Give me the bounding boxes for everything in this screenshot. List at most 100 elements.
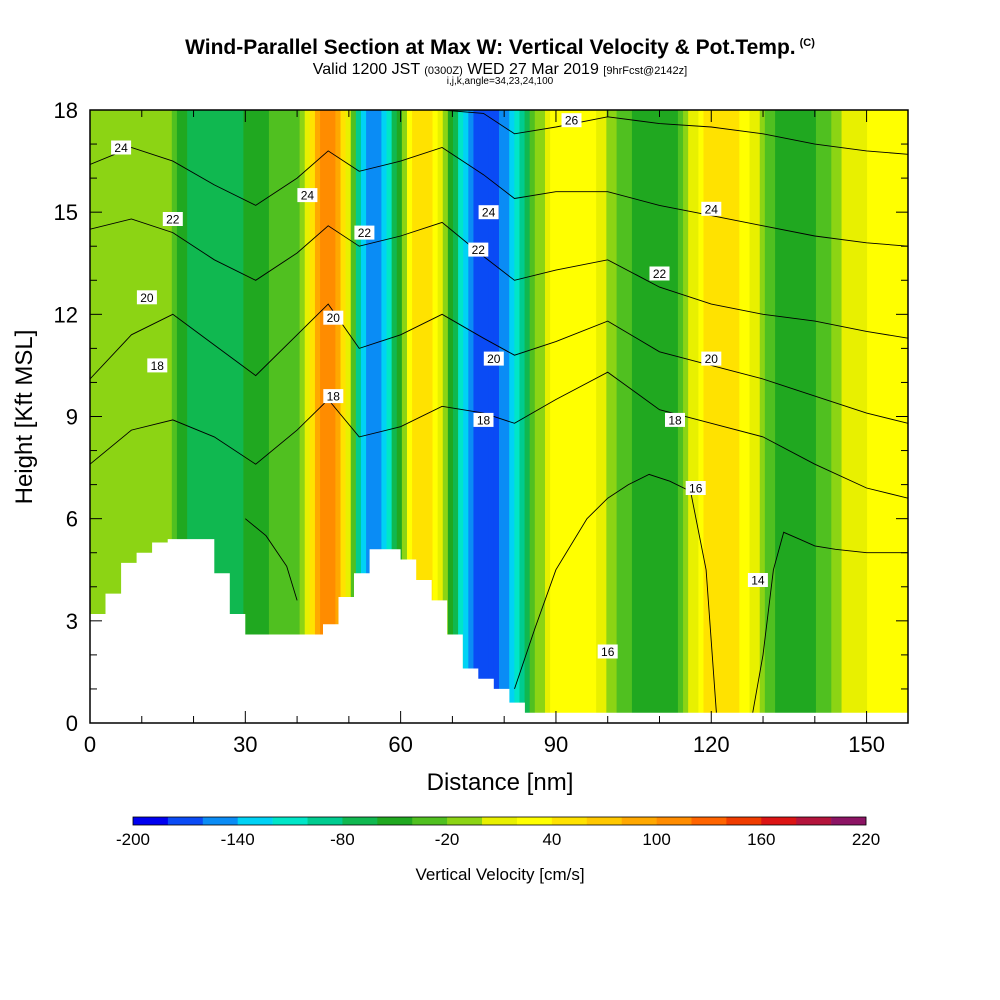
velocity-cell <box>596 110 603 723</box>
velocity-cell <box>228 110 234 723</box>
contour-label: 22 <box>468 242 489 257</box>
contour-label-text: 20 <box>705 352 719 366</box>
contour-label: 18 <box>147 358 168 373</box>
contour-label-text: 22 <box>166 213 180 227</box>
velocity-cell <box>637 110 643 723</box>
contour-label-bg <box>354 225 375 240</box>
x-tick-label: 150 <box>848 732 885 757</box>
contour-labels: 24 22 20 18 24 22 20 18 26 24 22 20 18 24 22 20 18 16 14 16 <box>111 113 768 659</box>
contour-label-bg <box>747 573 768 587</box>
velocity-cell <box>146 110 153 723</box>
velocity-cell <box>176 110 183 723</box>
subtitle-forecast: [9hrFcst@2142z] <box>603 65 688 77</box>
y-tick-label: 15 <box>54 200 78 225</box>
velocity-cell <box>391 110 398 723</box>
velocity-cell <box>289 110 296 723</box>
velocity-cell <box>294 110 301 723</box>
colorbar-tick-label: -200 <box>116 830 150 849</box>
colorbar-swatch <box>133 817 169 825</box>
velocity-cell <box>422 110 429 723</box>
velocity-cell <box>509 110 516 723</box>
velocity-cell <box>463 110 470 723</box>
velocity-cell <box>284 110 291 723</box>
colorbar-swatch <box>272 817 308 825</box>
velocity-cell <box>299 110 306 723</box>
colorbar-swatch <box>342 817 378 825</box>
velocity-cell <box>161 110 168 723</box>
contour-label: 24 <box>111 140 132 155</box>
contour-label-text: 22 <box>653 267 667 281</box>
velocity-cell <box>795 110 802 723</box>
contour-label-bg <box>478 205 499 220</box>
velocity-cell <box>401 110 408 723</box>
colorbar-tick-label: -20 <box>435 830 460 849</box>
velocity-cell <box>182 110 188 723</box>
velocity-cell <box>631 110 638 723</box>
contour-label: 18 <box>473 412 494 427</box>
velocity-cell <box>268 110 275 723</box>
colorbar-swatch <box>167 817 204 825</box>
velocity-cell <box>642 110 649 723</box>
velocity-cell <box>417 110 424 723</box>
subtitle-utc: (0300Z) <box>424 65 463 77</box>
contour-label-text: 18 <box>151 359 165 373</box>
contour-label: 20 <box>136 290 157 305</box>
contour-label-bg <box>701 351 722 366</box>
contour-label: 14 <box>747 573 768 588</box>
velocity-field <box>90 110 908 723</box>
colorbar-swatch <box>586 817 622 825</box>
velocity-cell <box>780 110 787 723</box>
velocity-cell <box>202 110 209 723</box>
velocity-cell <box>534 110 541 723</box>
velocity-cell <box>274 110 280 723</box>
subtitle-valid: Valid 1200 JST <box>312 61 420 78</box>
contour-label: 16 <box>685 481 706 496</box>
velocity-cell <box>381 110 388 723</box>
contour-label-bg <box>323 389 344 404</box>
velocity-cell <box>688 110 695 723</box>
velocity-cell <box>151 110 158 723</box>
contour-label-text: 18 <box>477 413 491 427</box>
contour-label-text: 26 <box>565 114 579 128</box>
velocity-cell <box>764 110 771 723</box>
velocity-cell <box>749 110 756 723</box>
contour-label: 20 <box>323 310 344 325</box>
velocity-cell <box>739 110 746 723</box>
velocity-cell <box>222 110 229 723</box>
velocity-cell <box>529 110 536 723</box>
velocity-cell <box>759 110 766 723</box>
velocity-cell <box>279 110 286 723</box>
velocity-cell <box>233 110 240 723</box>
velocity-cell <box>166 110 173 723</box>
velocity-cell <box>601 110 608 723</box>
velocity-cell <box>427 110 434 723</box>
velocity-cell <box>713 110 720 723</box>
velocity-cell <box>775 110 781 723</box>
axes: 0 30 60 90 120 150 0 3 6 9 12 15 18 <box>54 98 908 757</box>
velocity-cell <box>258 110 265 723</box>
y-tick-label: 3 <box>66 609 78 634</box>
velocity-cell <box>330 110 337 723</box>
velocity-cell <box>621 110 628 723</box>
velocity-cell <box>325 110 332 723</box>
velocity-cell <box>452 110 459 723</box>
colorbar: -200 -140 -80 -20 40 100 160 220 <box>116 816 880 849</box>
colorbar-tick-label: 40 <box>542 830 561 849</box>
theta-contour-14 <box>752 531 908 713</box>
velocity-cell <box>611 110 618 723</box>
theta-contour-24 <box>90 147 908 247</box>
y-tick-label: 6 <box>66 507 78 532</box>
contour-label: 16 <box>597 644 618 659</box>
velocity-cell <box>360 110 367 723</box>
velocity-cell <box>396 110 403 723</box>
velocity-cell <box>309 110 316 723</box>
theta-contours <box>90 110 908 713</box>
velocity-cell <box>136 110 142 723</box>
velocity-cell <box>105 110 112 723</box>
colorbar-swatch <box>412 817 448 825</box>
velocity-cell <box>447 110 454 723</box>
velocity-cell <box>565 110 572 723</box>
velocity-cell <box>355 110 362 723</box>
velocity-cell <box>504 110 511 723</box>
velocity-cell <box>585 110 592 723</box>
